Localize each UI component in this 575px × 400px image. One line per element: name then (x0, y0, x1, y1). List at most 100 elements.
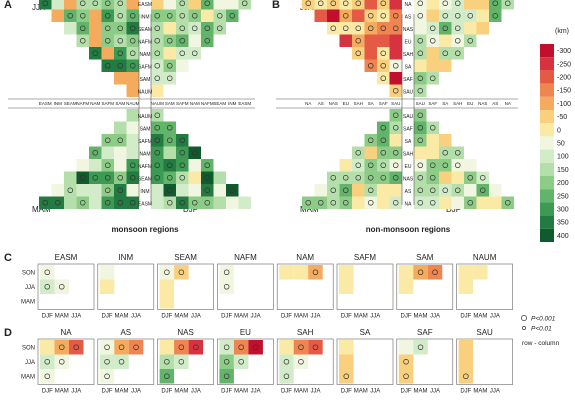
heat-cell (464, 184, 477, 197)
heat-cell (364, 22, 377, 35)
sig-marker (455, 187, 461, 194)
sig-marker (154, 50, 161, 56)
heat-cell (426, 121, 439, 134)
heat-cell (126, 84, 139, 97)
region-label: NAFM (201, 101, 214, 106)
heat-cell (69, 340, 84, 355)
region-label: INM (54, 101, 63, 106)
sig-marker (343, 373, 350, 380)
heat-cell (201, 196, 214, 209)
region-label: NAM (90, 101, 100, 106)
heat-cell (327, 196, 340, 209)
heat-cell (414, 9, 427, 22)
sig-marker (217, 13, 223, 19)
sig-marker (92, 0, 98, 7)
x-tick-label: DJF (221, 389, 232, 395)
panel-caption: non-monsoon regions (366, 225, 451, 234)
heat-cell (213, 171, 226, 184)
heat-cell (327, 0, 340, 10)
sig-marker (442, 25, 449, 32)
heat-cell (439, 9, 452, 22)
sig-marker (467, 13, 474, 19)
panel-letter: D (4, 327, 12, 339)
heat-cell (101, 134, 114, 147)
region-label: SAFM (176, 101, 189, 106)
heat-cell (163, 34, 176, 47)
heat-cell (327, 171, 340, 184)
x-tick-label: DJF (161, 389, 172, 395)
heat-cell (101, 196, 114, 209)
subplot-title: EU (240, 328, 251, 337)
subplot-frame (276, 338, 334, 385)
heat-cell (308, 265, 323, 280)
x-tick-label: DJF (42, 314, 53, 320)
sig-marker (54, 200, 61, 206)
region-label: EU (343, 101, 349, 106)
colorbar-tick: -250 (557, 61, 571, 68)
x-tick-label: MAM (115, 314, 129, 320)
heat-cell (439, 146, 452, 159)
x-tick-label: DJF (341, 389, 352, 395)
subplot-frame (97, 263, 155, 310)
heat-cell (201, 0, 214, 10)
sig-marker (417, 13, 424, 19)
sig-marker (393, 124, 399, 131)
region-label: SAH (453, 101, 462, 106)
heat-cell (188, 0, 201, 10)
sig-marker (343, 200, 349, 206)
sig-marker (223, 344, 230, 351)
heat-cell (377, 9, 390, 22)
heat-cell (163, 159, 176, 172)
sig-marker (179, 137, 186, 144)
sig-marker (442, 150, 449, 156)
sig-marker (193, 344, 199, 351)
heat-cell (451, 159, 464, 172)
sig-marker (204, 0, 211, 7)
sig-marker (283, 359, 290, 365)
heat-cell (364, 184, 377, 197)
heat-cell (174, 354, 189, 369)
x-tick-label: DJF (460, 314, 471, 320)
sig-marker (58, 359, 65, 365)
x-tick-label: MAM (414, 389, 428, 395)
x-tick-label: JJA (251, 389, 261, 395)
heat-cell (377, 196, 390, 209)
subplot-title: NAS (177, 328, 193, 337)
heat-cell (339, 184, 352, 197)
sig-marker (133, 344, 139, 351)
sig-marker (154, 37, 161, 44)
heat-cell (339, 159, 352, 172)
colorbar-swatch (540, 57, 554, 71)
x-tick-label: DJF (102, 389, 113, 395)
heat-cell (377, 47, 390, 60)
heat-cell (389, 134, 402, 147)
sig-marker (417, 200, 424, 206)
panel-b: BJJASONMAMDJFNASAUASSAFNASSAEUSAHSAHEUSA… (272, 0, 518, 234)
sig-marker (58, 284, 65, 290)
x-tick-label: JJA (131, 389, 141, 395)
sig-marker (204, 200, 211, 206)
subplot-frame (456, 338, 513, 385)
heat-cell (51, 0, 64, 10)
heat-cell (201, 171, 214, 184)
heat-cell (414, 22, 427, 35)
subplot-title: AS (120, 328, 131, 337)
heat-cell (219, 340, 234, 355)
sig-marker (430, 175, 436, 181)
heat-cell (489, 196, 502, 209)
sig-marker (154, 137, 161, 144)
x-tick-label: MAM (174, 389, 188, 395)
heat-cell (352, 9, 365, 22)
heat-cell (54, 340, 69, 355)
region-label: INM (140, 15, 149, 21)
x-tick-label: JJA (310, 314, 320, 320)
x-tick-label: DJF (102, 314, 113, 320)
region-label: SAF (379, 101, 388, 106)
heat-cell (176, 196, 189, 209)
sig-marker (380, 150, 387, 156)
sig-marker (204, 37, 211, 44)
heat-cell (176, 184, 189, 197)
heat-cell (439, 171, 452, 184)
